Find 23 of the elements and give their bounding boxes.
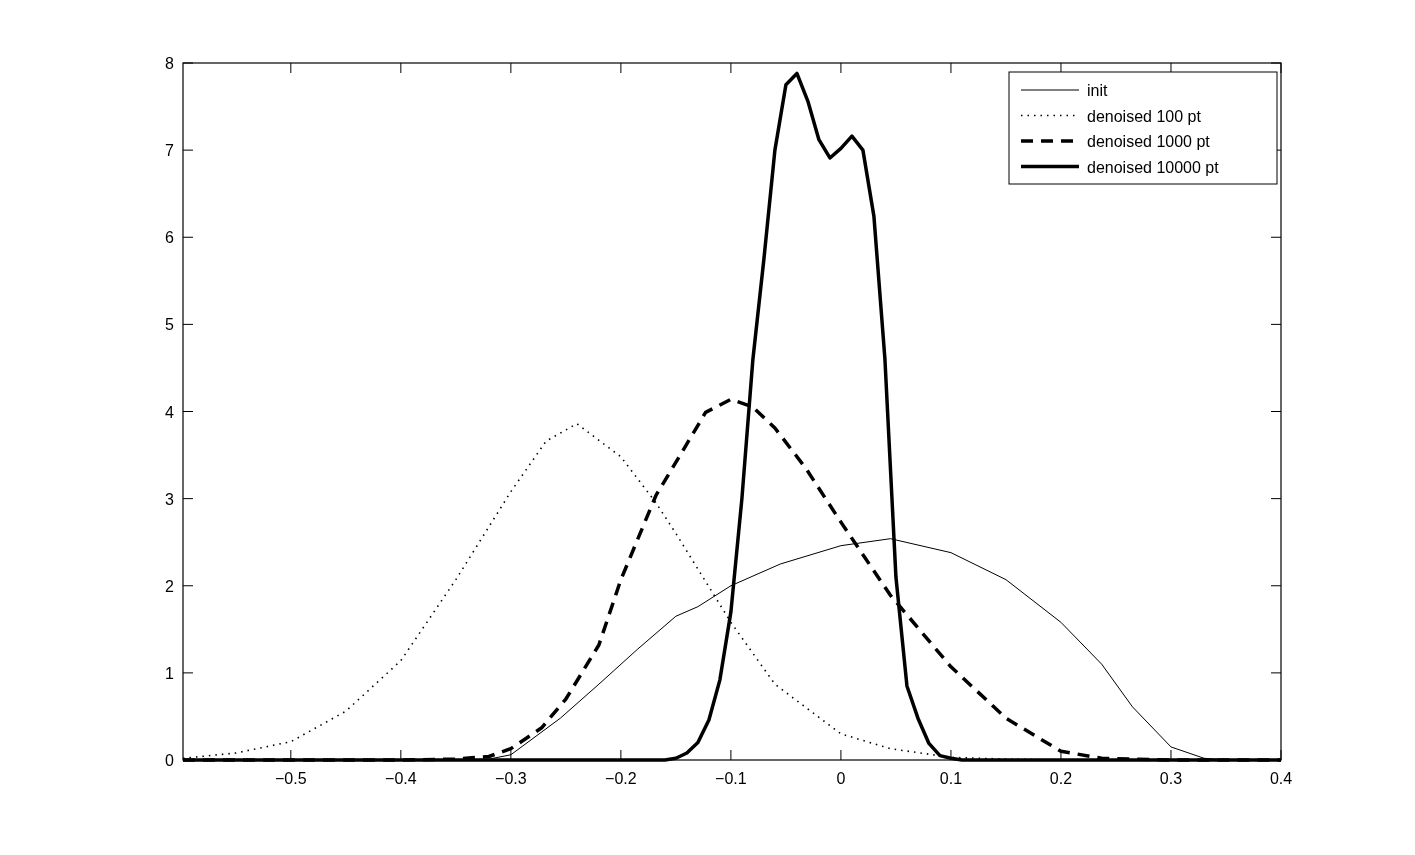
x-tick-label: 0.4 [1269, 770, 1293, 787]
y-tick-label: 7 [165, 142, 175, 160]
x-tick-label: −0.3 [495, 770, 527, 787]
legend-label: denoised 10000 pt [1087, 158, 1220, 176]
y-tick-label: 2 [165, 577, 175, 595]
x-tick-label: −0.2 [605, 770, 637, 787]
x-tick-label: 0.2 [1049, 770, 1073, 787]
x-tick-label: −0.5 [275, 770, 307, 787]
y-tick-label: 8 [165, 55, 175, 72]
y-tick-label: 5 [165, 316, 175, 334]
y-tick-label: 4 [165, 403, 175, 421]
y-tick-label: 0 [165, 752, 175, 769]
x-tick-label: 0.1 [939, 770, 963, 787]
legend-label: init [1087, 82, 1109, 99]
x-tick-label: −0.1 [715, 770, 747, 787]
legend-label: denoised 1000 pt [1087, 133, 1211, 150]
y-tick-label: 6 [165, 229, 175, 247]
x-tick-label: 0.3 [1159, 770, 1183, 787]
x-tick-label: 0 [836, 770, 846, 787]
y-tick-label: 3 [165, 490, 175, 508]
y-tick-label: 1 [165, 664, 175, 682]
x-tick-label: −0.4 [385, 770, 417, 787]
legend-label: denoised 100 pt [1087, 107, 1202, 125]
